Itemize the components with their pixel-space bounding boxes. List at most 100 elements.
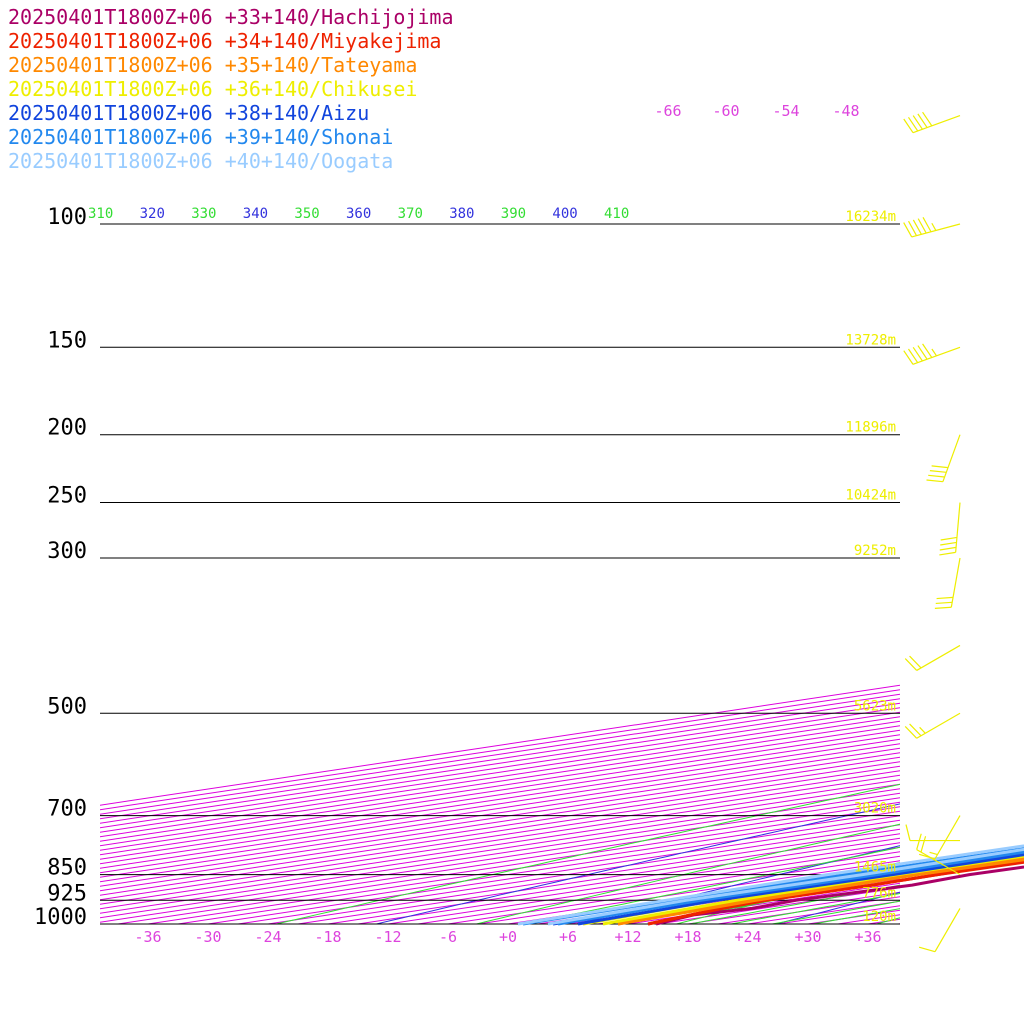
dewpoint-profile: [517, 844, 1024, 926]
wind-barb-staff: [912, 115, 961, 134]
wind-barb-flag: [912, 346, 923, 362]
wind-barb-staff: [934, 815, 961, 860]
theta-label: 340: [243, 206, 268, 222]
wind-barb-staff: [934, 908, 961, 953]
wind-barb: [905, 824, 960, 842]
wind-barb: [926, 434, 961, 483]
pressure-tick-label: 1000: [34, 905, 87, 930]
temperature-tick-label: +0: [499, 928, 517, 946]
pressure-tick-label: 250: [47, 484, 87, 509]
wind-barb-flag: [908, 220, 918, 236]
temperature-profile: [577, 853, 1024, 926]
wind-barb: [918, 908, 961, 953]
wind-barb-flag: [940, 536, 958, 541]
wind-barb-flag: [939, 546, 957, 551]
legend-entry: 20250401T1800Z+06 +34+140/Miyakejima: [8, 29, 441, 53]
wind-barb-flag: [940, 541, 957, 546]
sounding-series: [517, 844, 1024, 926]
wind-barb-staff: [950, 557, 961, 608]
wind-barb-half-flag: [931, 222, 937, 231]
wind-barb-flag: [909, 723, 922, 737]
temperature-profile: [655, 865, 1024, 926]
wind-barb-half-flag: [929, 851, 938, 856]
adiabat-line: [374, 803, 900, 924]
wind-barb-flag: [912, 219, 922, 235]
upper-temperature-label: -54: [772, 102, 799, 120]
wind-barb-flag: [907, 348, 919, 363]
wind-barb: [916, 833, 961, 876]
temperature-tick-label: +12: [614, 928, 641, 946]
theta-label: 380: [449, 206, 474, 222]
wind-barb-flag: [922, 111, 933, 127]
pressure-tick-label: 150: [47, 328, 87, 353]
wind-barb: [903, 111, 961, 134]
temperature-tick-label: +24: [734, 928, 761, 946]
wind-barb-flag: [939, 551, 956, 556]
adiabat-line: [674, 867, 900, 924]
temperature-profile: [557, 850, 1024, 926]
height-label: 1465m: [854, 860, 896, 876]
adiabat-line: [923, 0, 1024, 939]
wind-barb-half-flag: [919, 726, 926, 734]
wind-barb-flag: [909, 655, 922, 669]
legend-entry: 20250401T1800Z+06 +38+140/Aizu: [8, 101, 369, 125]
adiabat-line: [874, 917, 900, 924]
pressure-tick-label: 100: [47, 205, 87, 230]
legend-entry: 20250401T1800Z+06 +33+140/Hachijojima: [8, 5, 454, 29]
moist-adiabat-line: [583, 862, 900, 924]
wind-barb-flag: [917, 113, 928, 128]
temperature-tick-label: -12: [374, 928, 401, 946]
adiabat-line: [274, 783, 900, 924]
wind-barb-flag: [928, 474, 945, 478]
adiabat-line: [774, 891, 900, 924]
wind-barb: [903, 343, 961, 365]
height-label: 16234m: [845, 209, 896, 225]
temperature-profile: [547, 847, 1024, 926]
wind-barb-flag: [922, 343, 933, 358]
theta-label: 360: [346, 206, 371, 222]
theta-label: 350: [294, 206, 319, 222]
wind-barb-staff: [916, 644, 961, 671]
adiabat-line: [474, 823, 900, 924]
moist-adiabat-line: [769, 900, 900, 924]
wind-barb-half-flag: [931, 348, 938, 357]
wind-barb-flag: [936, 596, 954, 600]
pressure-tick-label: 500: [47, 694, 87, 719]
wind-barb-flag: [931, 465, 949, 469]
moist-adiabat-line: [521, 846, 900, 924]
temperature-profile: [647, 860, 1024, 926]
height-label: 776m: [862, 885, 896, 901]
wind-barb: [934, 557, 961, 609]
wind-barb-flag: [917, 218, 927, 234]
temperature-tick-label: +36: [854, 928, 881, 946]
height-label: 9252m: [854, 543, 896, 559]
wind-barb-flag: [935, 601, 953, 605]
legend: 20250401T1800Z+06 +33+140/Hachijojima202…: [8, 5, 454, 173]
wind-barb-flag: [922, 217, 932, 233]
temperature-tick-label: +18: [674, 928, 701, 946]
moist-adiabat-lines: [521, 846, 900, 924]
temperature-tick-label: +6: [559, 928, 577, 946]
pressure-tick-label: 925: [47, 881, 87, 906]
legend-entry: 20250401T1800Z+06 +35+140/Tateyama: [8, 53, 417, 77]
temperature-tick-label: -24: [254, 928, 281, 946]
wind-barb: [904, 644, 961, 671]
